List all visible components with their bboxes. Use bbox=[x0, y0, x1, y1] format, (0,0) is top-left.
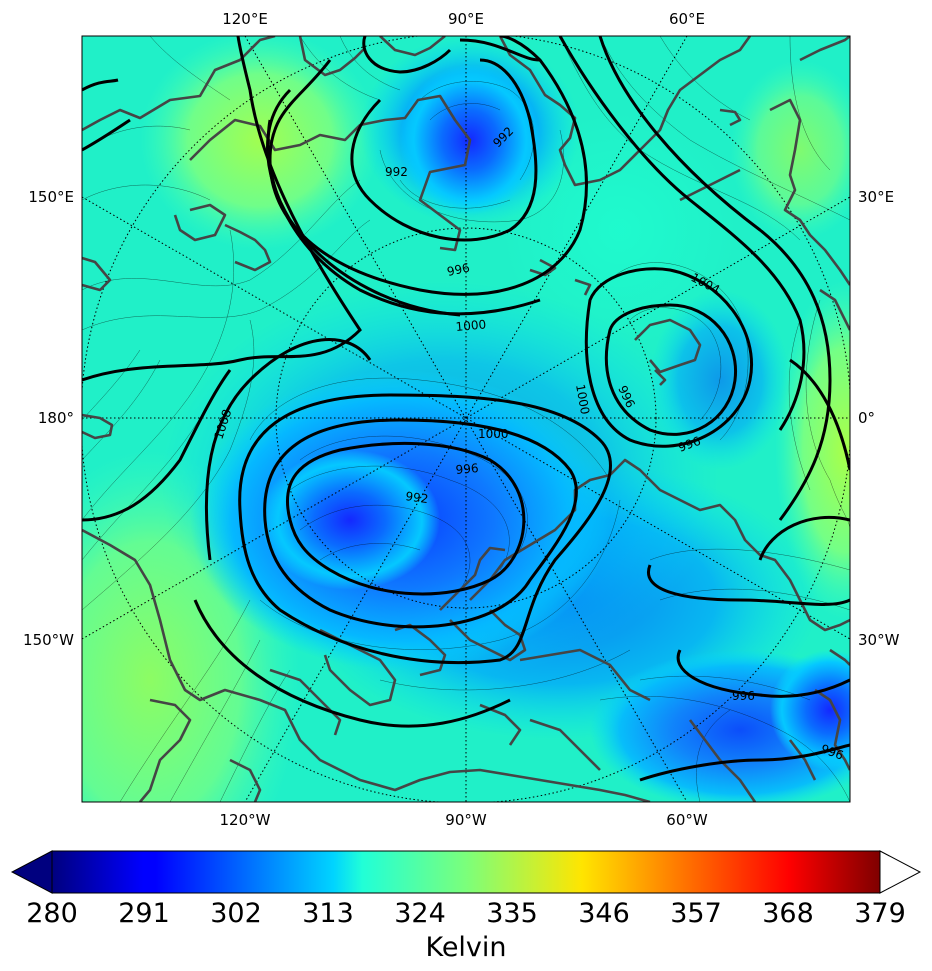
colorbar-tick-label: 280 bbox=[26, 898, 78, 929]
right-lon-label: 30°E bbox=[858, 188, 894, 206]
isobars bbox=[82, 36, 850, 782]
contour-label: 992 bbox=[405, 489, 430, 506]
colorbar-units: Kelvin bbox=[425, 932, 506, 963]
bottom-lon-label: 120°W bbox=[220, 811, 271, 829]
colorbar-tick-label: 379 bbox=[854, 898, 906, 929]
left-lon-label: 180° bbox=[38, 409, 74, 427]
left-lon-label: 150°E bbox=[28, 188, 74, 206]
colorbar-tick-label: 291 bbox=[118, 898, 170, 929]
colorbar-tick-label: 335 bbox=[486, 898, 538, 929]
contour-label: 1000 bbox=[478, 427, 509, 441]
contour-label: 996 bbox=[455, 461, 479, 477]
contour-label: 1000 bbox=[573, 383, 592, 416]
colorbar-max-extend bbox=[879, 850, 922, 894]
colorbar-min-extend bbox=[10, 850, 53, 894]
bottom-lon-label: 60°W bbox=[666, 811, 708, 829]
colorbar-tick-label: 368 bbox=[762, 898, 814, 929]
bottom-lon-label: 90°W bbox=[445, 811, 487, 829]
right-lon-label: 0° bbox=[858, 409, 875, 427]
contour-label: 996 bbox=[446, 260, 471, 278]
contour-label: 1000 bbox=[455, 317, 487, 334]
contour-label: 996 bbox=[732, 689, 755, 703]
right-lon-label: 30°W bbox=[858, 631, 900, 649]
left-lon-label: 150°W bbox=[23, 631, 74, 649]
top-lon-label: 90°E bbox=[448, 10, 484, 28]
colorbar-ticks: 280 291 302 313 324 335 346 357 368 379 bbox=[26, 898, 906, 929]
top-lon-label: 120°E bbox=[222, 10, 268, 28]
top-lon-label: 60°E bbox=[669, 10, 705, 28]
colorbar: 280 291 302 313 324 335 346 357 368 379 Kelvin bbox=[10, 850, 922, 963]
colorbar-bar bbox=[51, 850, 881, 894]
contour-label: 992 bbox=[385, 165, 408, 179]
colorbar-tick-label: 313 bbox=[302, 898, 354, 929]
colorbar-tick-label: 357 bbox=[670, 898, 722, 929]
colorbar-tick-label: 346 bbox=[578, 898, 630, 929]
map-frame bbox=[81, 35, 851, 803]
graticule-labels: 120°E 90°E 60°E 120°W 90°W 60°W 150°E 18… bbox=[23, 10, 900, 829]
colorbar-tick-label: 302 bbox=[210, 898, 262, 929]
colorbar-tick-label: 324 bbox=[394, 898, 446, 929]
